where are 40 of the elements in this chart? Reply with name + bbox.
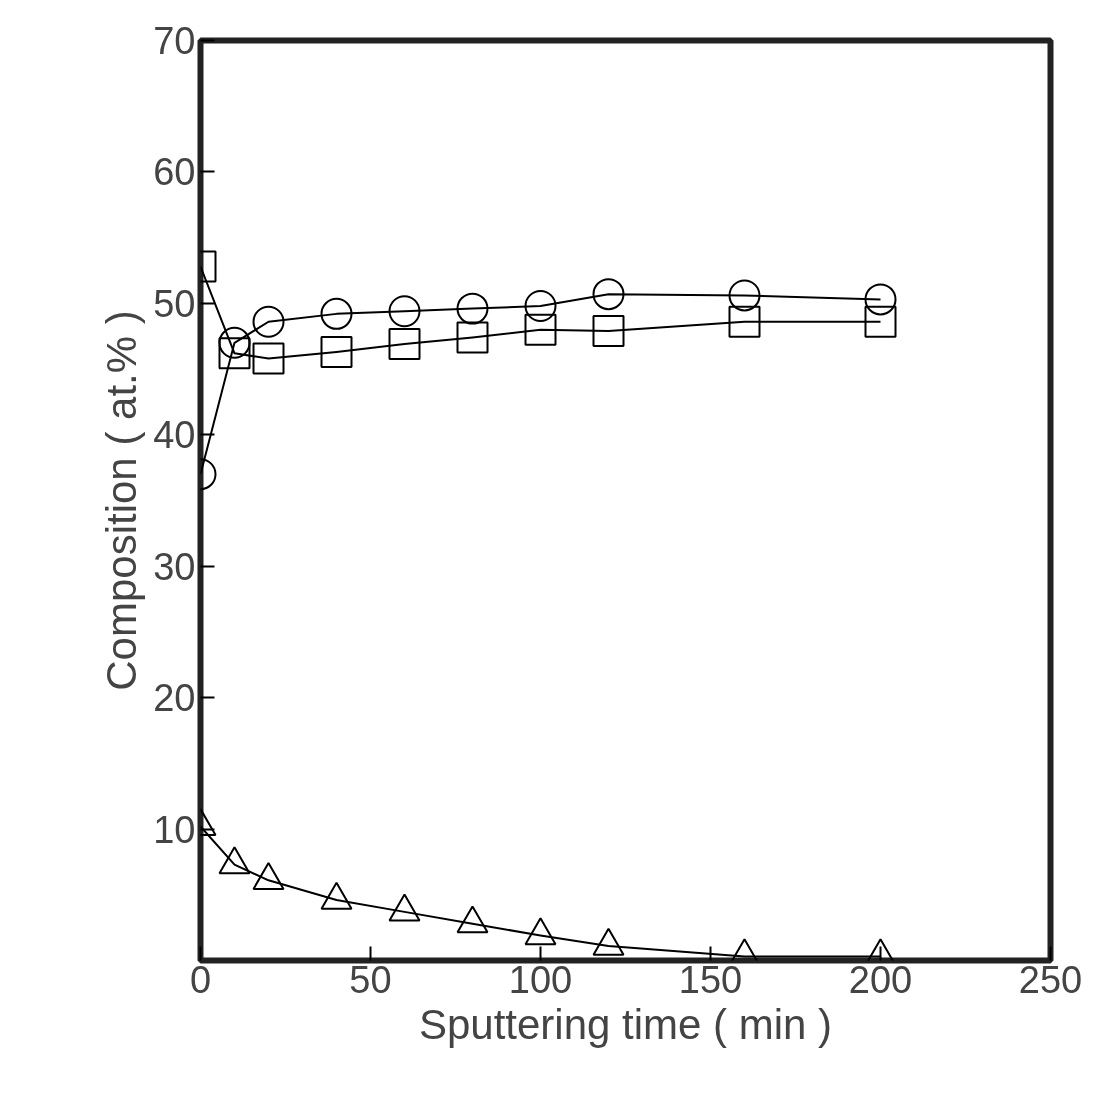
x-tick-label: 0 bbox=[189, 958, 212, 1001]
x-tick-label: 100 bbox=[508, 958, 573, 1001]
point bbox=[728, 305, 761, 338]
point bbox=[592, 927, 625, 956]
point bbox=[864, 283, 897, 316]
x-tick-label: 150 bbox=[678, 958, 743, 1001]
point bbox=[252, 862, 285, 890]
point bbox=[320, 335, 353, 368]
x-tick-label: 250 bbox=[1018, 958, 1083, 1001]
y-tick-label: 70 bbox=[153, 20, 196, 62]
y-axis-title: Composition ( at.% ) bbox=[98, 310, 146, 691]
point bbox=[524, 290, 557, 322]
point bbox=[218, 846, 251, 875]
point bbox=[388, 893, 421, 922]
point bbox=[592, 278, 625, 311]
point bbox=[524, 917, 557, 946]
point bbox=[456, 321, 489, 354]
x-tick-label: 50 bbox=[349, 958, 392, 1001]
y-tick-label: 20 bbox=[153, 677, 196, 720]
y-tick-label: 30 bbox=[153, 545, 196, 588]
point bbox=[252, 305, 285, 338]
point bbox=[388, 295, 421, 328]
point bbox=[456, 905, 489, 934]
point bbox=[864, 305, 897, 338]
point bbox=[524, 313, 557, 346]
point bbox=[592, 314, 625, 347]
x-tick-label: 200 bbox=[848, 958, 913, 1001]
y-tick-label: 50 bbox=[153, 282, 196, 325]
x-axis-title: Sputtering time ( min ) bbox=[418, 1000, 833, 1048]
point bbox=[252, 342, 285, 375]
point bbox=[728, 279, 761, 312]
y-tick-label: 40 bbox=[153, 414, 196, 457]
point bbox=[218, 326, 251, 359]
point bbox=[388, 328, 421, 361]
point bbox=[456, 292, 489, 325]
point bbox=[320, 881, 353, 910]
point bbox=[320, 297, 353, 330]
y-tick-label: 60 bbox=[153, 151, 196, 194]
point bbox=[218, 337, 251, 370]
y-tick-label: 10 bbox=[153, 808, 196, 851]
